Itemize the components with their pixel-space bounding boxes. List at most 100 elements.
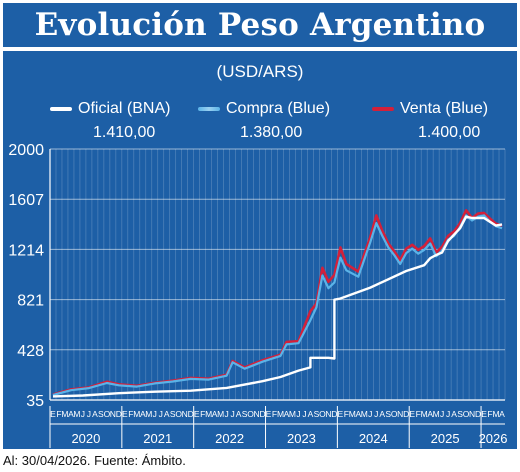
month-tick-label: D: [116, 409, 122, 419]
month-tick-label: A: [427, 409, 433, 419]
month-tick-label: F: [272, 409, 277, 419]
month-tick-label: M: [361, 409, 368, 419]
month-tick-label: E: [409, 409, 415, 419]
month-tick-label: F: [200, 409, 205, 419]
y-tick-label: 1214: [8, 242, 44, 259]
month-tick-label: O: [319, 409, 326, 419]
year-label: 2025: [431, 431, 460, 446]
month-tick-label: M: [73, 409, 80, 419]
legend-item-compra: Compra (Blue): [198, 100, 330, 118]
year-label: 2023: [287, 431, 316, 446]
month-tick-label: O: [104, 409, 111, 419]
month-tick-label: F: [487, 409, 492, 419]
month-tick-label: M: [349, 409, 356, 419]
month-tick-label: A: [308, 409, 314, 419]
legend-item-venta: Venta (Blue): [372, 100, 488, 118]
month-tick-label: O: [247, 409, 254, 419]
chart-subtitle: (USD/ARS): [216, 62, 304, 81]
month-tick-label: M: [217, 409, 224, 419]
month-tick-label: O: [463, 409, 470, 419]
month-tick-label: A: [68, 409, 74, 419]
month-tick-label: M: [289, 409, 296, 419]
month-tick-label: N: [469, 409, 475, 419]
legend-value-venta: 1.400,00: [418, 124, 481, 141]
month-tick-label: A: [451, 409, 457, 419]
month-tick-label: S: [385, 409, 391, 419]
month-tick-label: D: [259, 409, 265, 419]
month-tick-label: J: [440, 409, 444, 419]
month-tick-label: S: [170, 409, 176, 419]
plot-area: [50, 149, 505, 400]
footer-source: Al: 30/04/2026. Fuente: Ámbito.: [3, 453, 186, 468]
legend-label-compra: Compra (Blue): [226, 100, 331, 117]
month-tick-label: J: [87, 409, 91, 419]
title-bar: Evolución Peso Argentino: [3, 3, 517, 47]
month-tick-label: E: [50, 409, 56, 419]
y-tick-label: 821: [17, 293, 44, 310]
month-tick-label: E: [338, 409, 344, 419]
month-tick-label: A: [236, 409, 242, 419]
month-tick-label: F: [128, 409, 133, 419]
month-tick-label: N: [253, 409, 259, 419]
month-tick-label: D: [188, 409, 194, 419]
month-tick-label: O: [391, 409, 398, 419]
y-tick-label: 1607: [8, 192, 44, 209]
month-tick-label: J: [368, 409, 372, 419]
month-tick-label: E: [194, 409, 200, 419]
month-tick-label: M: [61, 409, 68, 419]
month-tick-label: M: [205, 409, 212, 419]
legend-swatch-compra: [198, 107, 220, 111]
legend-label-venta: Venta (Blue): [400, 100, 489, 117]
month-tick-label: S: [314, 409, 320, 419]
legend-value-oficial: 1.410,00: [93, 124, 156, 141]
month-tick-label: J: [296, 409, 300, 419]
month-tick-label: E: [481, 409, 487, 419]
month-tick-label: A: [92, 409, 98, 419]
month-tick-label: J: [153, 409, 157, 419]
month-tick-label: N: [110, 409, 116, 419]
legend-item-oficial: Oficial (BNA): [50, 100, 170, 118]
month-tick-label: D: [331, 409, 337, 419]
month-tick-label: J: [224, 409, 228, 419]
month-tick-label: D: [403, 409, 409, 419]
chart-title: Evolución Peso Argentino: [34, 7, 486, 43]
legend-value-compra: 1.380,00: [240, 124, 303, 141]
y-tick-label: 2000: [8, 142, 44, 159]
month-tick-label: J: [446, 409, 450, 419]
month-tick-label: N: [182, 409, 188, 419]
y-tick-label: 35: [26, 393, 44, 410]
month-tick-label: A: [355, 409, 361, 419]
month-tick-label: J: [230, 409, 234, 419]
legend-label-oficial: Oficial (BNA): [78, 100, 171, 117]
month-tick-label: E: [266, 409, 272, 419]
month-tick-label: A: [140, 409, 146, 419]
month-tick-label: D: [475, 409, 481, 419]
year-label: 2020: [71, 431, 100, 446]
month-tick-label: E: [122, 409, 128, 419]
month-tick-label: M: [421, 409, 428, 419]
month-tick-label: A: [379, 409, 385, 419]
month-tick-label: S: [98, 409, 104, 419]
year-label: 2024: [359, 431, 388, 446]
month-tick-label: F: [344, 409, 349, 419]
month-tick-label: S: [242, 409, 248, 419]
month-tick-label: A: [499, 409, 505, 419]
legend-swatch-venta: [372, 107, 394, 111]
y-tick-label: 428: [17, 343, 44, 360]
month-tick-label: A: [164, 409, 170, 419]
month-tick-label: F: [56, 409, 61, 419]
month-tick-label: N: [397, 409, 403, 419]
month-tick-label: A: [284, 409, 290, 419]
year-label: 2022: [215, 431, 244, 446]
month-tick-label: A: [212, 409, 218, 419]
month-tick-label: O: [175, 409, 182, 419]
year-label: 2026: [479, 431, 508, 446]
month-tick-label: J: [374, 409, 378, 419]
month-tick-label: J: [159, 409, 163, 419]
month-tick-label: M: [433, 409, 440, 419]
series-line-oficial: [52, 215, 503, 398]
month-tick-label: M: [492, 409, 499, 419]
month-tick-label: J: [81, 409, 85, 419]
legend-swatch-oficial: [50, 107, 72, 111]
